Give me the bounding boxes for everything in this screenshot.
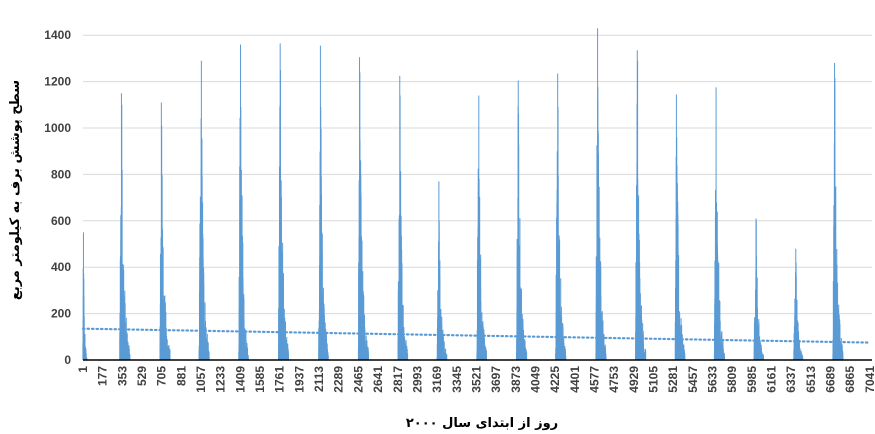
y-tick-label: 0	[64, 353, 71, 367]
x-tick-label: 4577	[587, 366, 601, 393]
x-tick-label: 1585	[253, 366, 267, 393]
snow-season	[436, 181, 448, 360]
x-tick-label: 3345	[450, 366, 464, 393]
snow-season	[793, 248, 804, 360]
x-tick-label: 6865	[843, 366, 857, 393]
snow-season	[159, 102, 171, 360]
x-tick-label: 1233	[214, 366, 228, 393]
x-tick-label: 1057	[194, 366, 208, 393]
x-tick-label: 3697	[489, 366, 503, 393]
x-tick-label: 6337	[784, 366, 798, 393]
x-tick-label: 1	[76, 366, 90, 373]
x-tick-label: 6161	[765, 366, 779, 393]
snow-season	[832, 63, 844, 360]
snow-season	[555, 73, 567, 360]
x-tick-label: 4753	[607, 366, 621, 393]
snow-season	[753, 218, 765, 360]
snow-season	[476, 95, 487, 360]
snow-season	[119, 93, 131, 360]
x-axis-title: روز از ابتدای سال ۲۰۰۰	[406, 416, 558, 431]
x-tick-label: 2289	[332, 366, 346, 393]
spike-series	[82, 28, 844, 360]
x-tick-label: 5985	[745, 366, 759, 393]
x-tick-label: 2817	[391, 366, 405, 393]
x-tick-label: 3873	[509, 366, 523, 393]
x-tick-label: 5105	[646, 366, 660, 393]
x-tick-label: 2113	[312, 366, 326, 392]
y-tick-label: 1200	[44, 75, 71, 89]
x-tick-label: 5809	[725, 366, 739, 393]
snow-season	[397, 75, 409, 360]
x-tick-label: 1761	[273, 366, 287, 393]
y-tick-label: 200	[51, 307, 71, 321]
x-tick-label: 5457	[686, 366, 700, 393]
x-tick-label: 529	[135, 366, 149, 386]
y-tick-label: 800	[51, 167, 71, 181]
snow-season	[357, 57, 369, 360]
x-tick-label: 7041	[863, 366, 875, 393]
x-tick-label: 705	[155, 366, 169, 386]
x-ticks: 1 177 353 529 705 881 1057 1233 1409 1585 1761 1937…	[76, 366, 875, 393]
x-tick-label: 2641	[371, 366, 385, 393]
x-tick-label: 4401	[568, 366, 582, 393]
snow-season	[198, 60, 210, 360]
y-ticks: 0 200 400 600 800 1000 1200 1400	[44, 28, 71, 367]
x-tick-label: 3169	[430, 366, 444, 393]
x-tick-label: 177	[96, 366, 110, 386]
x-tick-label: 5281	[666, 366, 680, 393]
x-tick-label: 1409	[233, 366, 247, 393]
x-tick-label: 353	[115, 366, 129, 386]
x-tick-label: 1937	[292, 366, 306, 393]
snow-season	[516, 80, 528, 360]
x-tick-label: 5633	[706, 366, 720, 393]
snow-season	[238, 44, 249, 360]
y-axis-title: سطح پوشش برف به کیلومتر مربع	[8, 80, 23, 300]
y-tick-label: 600	[51, 214, 71, 228]
snow-season	[82, 232, 88, 360]
snow-season	[277, 43, 290, 360]
y-tick-label: 1400	[44, 28, 71, 42]
trendline-layer	[81, 327, 871, 344]
x-tick-label: 881	[174, 366, 188, 386]
x-tick-label: 3521	[469, 366, 483, 393]
snow-season	[595, 28, 607, 360]
x-tick-label: 4225	[548, 366, 562, 393]
x-tick-label: 4049	[528, 366, 542, 393]
gridlines	[83, 34, 872, 315]
snow-season	[318, 45, 329, 360]
snow-season	[674, 94, 686, 360]
x-tick-label: 2993	[410, 366, 424, 393]
trend-line	[81, 327, 871, 344]
y-tick-label: 1000	[44, 121, 71, 135]
x-tick-label: 4929	[627, 366, 641, 393]
snow-season	[713, 87, 725, 360]
x-tick-label: 6513	[804, 366, 818, 393]
y-tick-label: 400	[51, 260, 71, 274]
x-tick-label: 2465	[351, 366, 365, 393]
x-tick-label: 6689	[824, 366, 838, 393]
